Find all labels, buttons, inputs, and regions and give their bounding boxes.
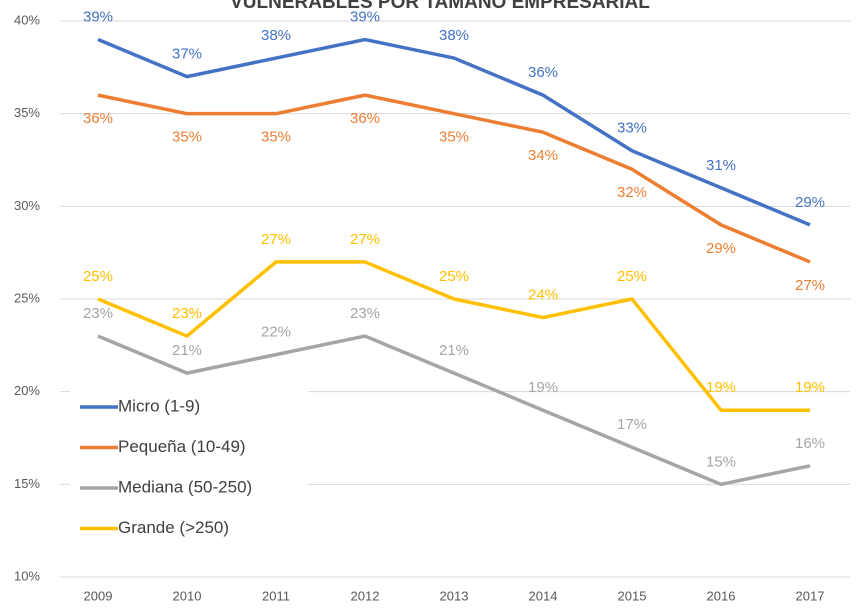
data-label: 25% <box>439 268 469 285</box>
y-tick-label: 15% <box>14 476 40 491</box>
y-tick-label: 25% <box>14 290 40 305</box>
data-label: 35% <box>172 129 202 146</box>
y-tick-label: 40% <box>14 12 40 27</box>
legend-label: Micro (1-9) <box>118 396 200 415</box>
data-label: 36% <box>350 110 380 127</box>
data-label: 36% <box>528 64 558 81</box>
data-label: 36% <box>83 110 113 127</box>
data-label: 17% <box>617 416 647 433</box>
data-label: 35% <box>439 129 469 146</box>
data-label: 38% <box>439 27 469 44</box>
data-label: 37% <box>172 46 202 63</box>
legend: Micro (1-9) Pequeña (10-49) Mediana (50-25… <box>70 385 308 550</box>
data-label: 34% <box>528 147 558 164</box>
data-label: 35% <box>261 129 291 146</box>
data-label: 19% <box>795 379 825 396</box>
data-label: 27% <box>261 231 291 248</box>
x-tick-label: 2010 <box>173 588 202 603</box>
data-label: 25% <box>617 268 647 285</box>
series-line <box>97 37 811 227</box>
data-label: 29% <box>706 240 736 257</box>
x-tick-label: 2012 <box>351 588 380 603</box>
legend-label: Pequeña (10-49) <box>118 437 246 456</box>
chart-title: VULNERABLES POR TAMAÑO EMPRESARIAL <box>230 0 650 13</box>
data-label: 25% <box>83 268 113 285</box>
data-label: 19% <box>706 379 736 396</box>
y-tick-label: 35% <box>14 105 40 120</box>
data-label: 33% <box>617 120 647 137</box>
x-tick-label: 2011 <box>262 588 290 603</box>
legend-label: Grande (>250) <box>118 518 229 537</box>
series-line <box>97 93 811 264</box>
data-label: 29% <box>795 194 825 211</box>
data-label: 22% <box>261 324 291 341</box>
x-tick-label: 2013 <box>440 588 469 603</box>
y-tick-label: 10% <box>14 568 40 583</box>
series-line <box>97 334 811 487</box>
data-label: 21% <box>172 342 202 359</box>
legend-label: Mediana (50-250) <box>118 477 252 496</box>
data-label: 32% <box>617 184 647 201</box>
data-label: 27% <box>350 231 380 248</box>
data-label: 39% <box>350 9 380 26</box>
data-label: 19% <box>528 379 558 396</box>
data-label: 15% <box>706 453 736 470</box>
data-label: 38% <box>261 27 291 44</box>
data-label: 23% <box>83 305 113 322</box>
data-label: 27% <box>795 277 825 294</box>
data-label: 39% <box>83 9 113 26</box>
data-label: 21% <box>439 342 469 359</box>
y-tick-label: 20% <box>14 383 40 398</box>
y-tick-label: 30% <box>14 198 40 213</box>
x-tick-label: 2015 <box>618 588 647 603</box>
data-label: 23% <box>172 305 202 322</box>
x-tick-label: 2014 <box>529 588 558 603</box>
x-tick-label: 2016 <box>707 588 736 603</box>
data-label: 31% <box>706 157 736 174</box>
series-line <box>97 260 810 412</box>
data-label: 23% <box>350 305 380 322</box>
data-label: 24% <box>528 287 558 304</box>
data-label: 16% <box>795 435 825 452</box>
x-tick-label: 2017 <box>796 588 825 603</box>
x-tick-label: 2009 <box>84 588 113 603</box>
legend-background <box>70 385 308 550</box>
